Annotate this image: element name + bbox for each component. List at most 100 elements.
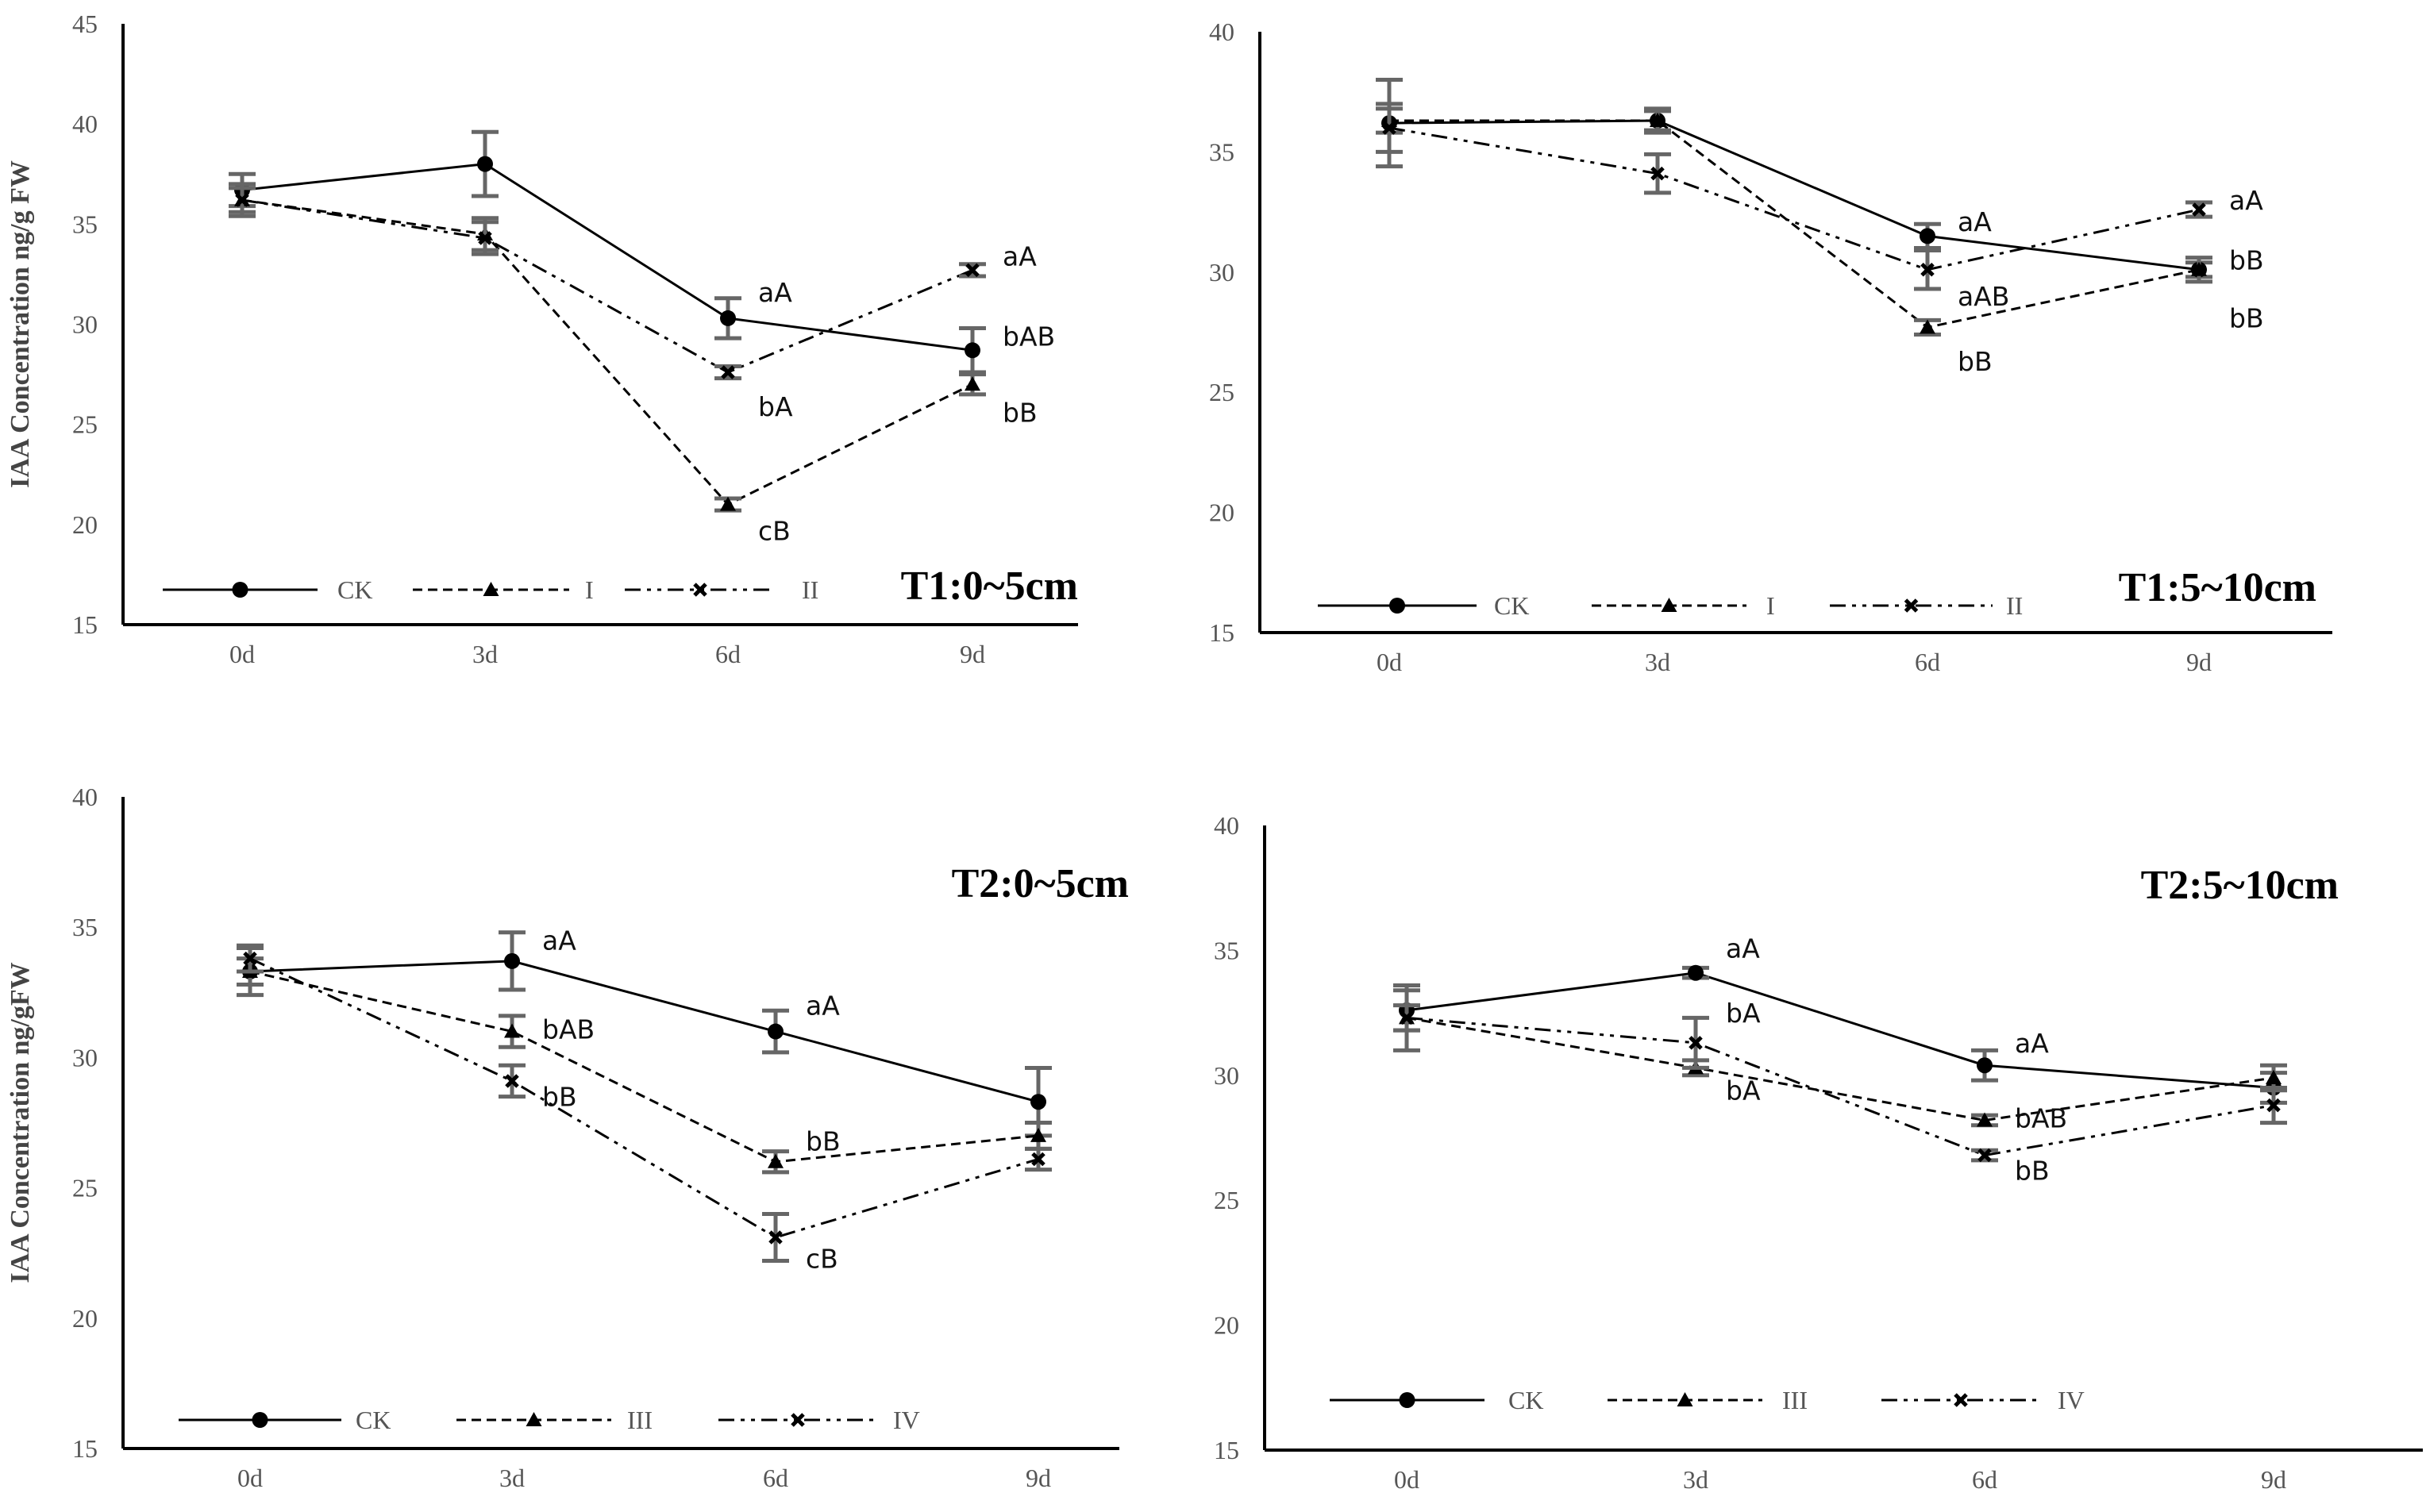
series-I	[1376, 106, 2212, 337]
data-point	[478, 231, 492, 245]
y-tick-label: 15	[72, 1434, 98, 1463]
series-line	[1406, 1016, 2274, 1121]
data-point	[1920, 228, 1935, 244]
series-CK	[1376, 78, 2212, 279]
data-point	[1031, 1152, 1045, 1167]
y-tick-label: 30	[1214, 1061, 1239, 1090]
y-tick-label: 30	[72, 1043, 98, 1071]
legend-label: CK	[1494, 591, 1529, 620]
legend-marker	[252, 1412, 268, 1428]
legend-marker	[1954, 1393, 1968, 1407]
data-point	[768, 1023, 784, 1040]
legend-marker	[693, 583, 707, 597]
legend-label: CK	[337, 575, 372, 604]
legend-marker	[483, 582, 499, 596]
legend-marker	[232, 582, 248, 598]
legend-label: I	[585, 575, 594, 604]
y-tick-label: 25	[72, 410, 98, 439]
significance-label: bB	[1958, 346, 1993, 377]
significance-label: aA	[542, 925, 576, 956]
y-tick-label: 15	[72, 610, 98, 639]
legend-marker	[1904, 598, 1919, 613]
x-tick-label: 0d	[1394, 1465, 1419, 1494]
x-tick-label: 9d	[960, 640, 985, 668]
data-point	[1382, 121, 1396, 135]
data-point	[965, 376, 980, 391]
x-tick-label: 0d	[229, 640, 255, 668]
series-I	[229, 186, 986, 513]
series-line	[241, 198, 973, 374]
significance-label: aA	[1958, 206, 1992, 237]
significance-label: bB	[2229, 302, 2264, 333]
series-IV	[237, 943, 1052, 1264]
data-point	[1920, 263, 1935, 277]
y-tick-label: 35	[72, 913, 98, 941]
data-point	[1400, 1010, 1414, 1025]
y-tick-label: 40	[72, 783, 98, 811]
series-line	[241, 163, 973, 352]
series-line	[249, 970, 1039, 1164]
series-CK	[237, 930, 1052, 1138]
panel-3: 15 20 25 30 35 40 0d 3d 6d 9d IAA Concentration ng…	[6, 783, 1129, 1492]
y-tick-label: 45	[72, 10, 98, 38]
significance-label: bB	[1003, 398, 1038, 429]
panel-2: 15 20 25 30 35 40 0d 3d 6d 9d aA aAB bB aA bB bB T1:5~10…	[1209, 17, 2332, 676]
significance-label: bB	[2229, 245, 2264, 276]
legend: CK III IV	[179, 1406, 920, 1434]
panel-title: T1:0~5cm	[901, 564, 1078, 609]
panel-title: T1:5~10cm	[2119, 565, 2316, 610]
significance-label: bAB	[1003, 321, 1055, 352]
legend: CK I II	[1318, 591, 2023, 620]
series-line	[1406, 1016, 2274, 1157]
x-tick-label: 9d	[2186, 648, 2212, 676]
x-tick-label: 0d	[237, 1464, 263, 1492]
data-point	[1688, 964, 1704, 981]
significance-label: bB	[806, 1125, 841, 1156]
legend-label: IV	[2058, 1386, 2085, 1414]
series-line	[1388, 126, 2200, 271]
significance-label: bAB	[2015, 1102, 2067, 1133]
y-tick-label: 20	[72, 510, 98, 539]
panel-1: 15 20 25 30 35 40 45 0d 3d 6d 9d IAA Concentration …	[6, 10, 1078, 668]
legend-marker	[1389, 598, 1405, 614]
significance-label: aA	[1003, 241, 1037, 272]
significance-label: bA	[1726, 1075, 1761, 1106]
series-CK	[229, 129, 986, 375]
data-point	[1977, 1112, 1993, 1127]
significance-label: cB	[806, 1243, 838, 1274]
data-point	[2266, 1069, 2282, 1084]
x-tick-label: 6d	[715, 640, 741, 668]
legend-label: III	[1782, 1386, 1808, 1414]
panel-title: T2:0~5cm	[952, 861, 1129, 906]
data-point	[2191, 261, 2207, 276]
legend-marker	[1661, 598, 1677, 612]
significance-label: aA	[2015, 1028, 2049, 1059]
data-point	[768, 1153, 784, 1168]
y-tick-label: 15	[1209, 618, 1234, 647]
legend-marker	[1399, 1392, 1415, 1408]
significance-label: bA	[758, 391, 793, 422]
y-tick-label: 15	[1214, 1436, 1239, 1464]
x-tick-label: 0d	[1377, 648, 1402, 676]
significance-label: bB	[2015, 1155, 2050, 1186]
significance-label: cB	[758, 515, 791, 546]
legend-marker	[1677, 1392, 1693, 1406]
data-point	[477, 156, 493, 172]
legend-label: II	[2006, 591, 2023, 620]
data-point	[1689, 1036, 1703, 1050]
significance-label: bAB	[542, 1014, 595, 1045]
x-tick-label: 3d	[499, 1464, 525, 1492]
y-tick-label: 30	[1209, 258, 1234, 287]
significance-label: aA	[2229, 185, 2263, 216]
legend-marker	[791, 1413, 805, 1427]
series-line	[249, 960, 1039, 1103]
legend-label: IV	[893, 1406, 920, 1434]
y-tick-label: 30	[72, 310, 98, 339]
series-II	[229, 182, 986, 381]
data-point	[720, 310, 736, 326]
significance-label: aA	[758, 277, 792, 308]
y-tick-label: 20	[1209, 498, 1234, 527]
x-tick-label: 9d	[1026, 1464, 1051, 1492]
data-point	[965, 342, 980, 359]
